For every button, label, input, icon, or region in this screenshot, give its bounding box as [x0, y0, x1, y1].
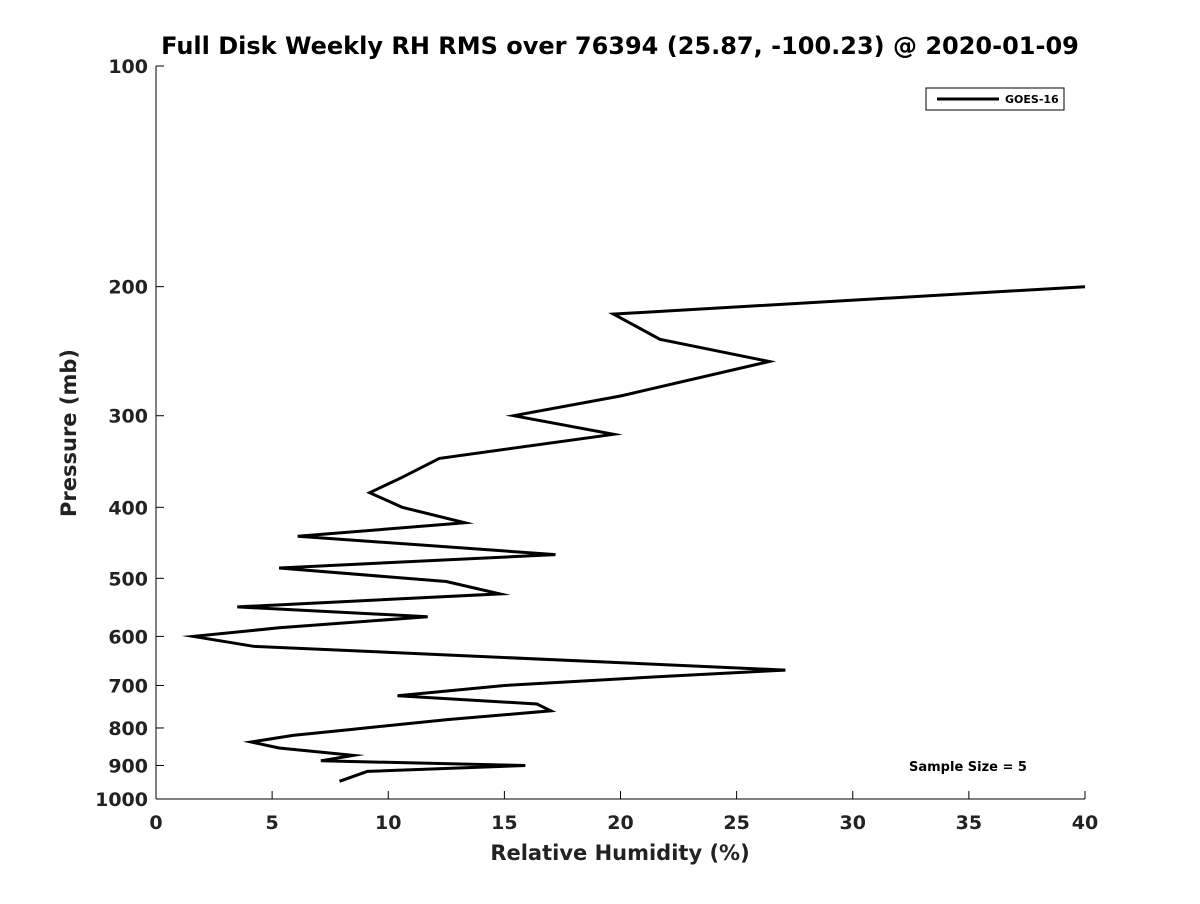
y-tick-label: 800: [108, 718, 148, 740]
x-tick-label: 25: [723, 812, 749, 834]
x-tick-label: 20: [607, 812, 633, 834]
legend: GOES-16: [925, 87, 1065, 111]
x-tick-label: 30: [840, 812, 866, 834]
x-tick-label: 0: [149, 812, 162, 834]
legend-label: GOES-16: [1005, 93, 1059, 106]
x-tick-label: 35: [956, 812, 982, 834]
y-axis-label: Pressure (mb): [57, 349, 81, 517]
y-ticks: 100 200 300 400 500 600 700 800 900 1000: [95, 56, 164, 811]
chart-title: Full Disk Weekly RH RMS over 76394 (25.8…: [161, 32, 1079, 60]
sample-size-annotation: Sample Size = 5: [909, 760, 1027, 775]
y-tick-label: 300: [108, 406, 148, 428]
y-tick-label: 500: [108, 568, 148, 590]
x-tick-label: 40: [1072, 812, 1098, 834]
x-ticks: 0 5 10 15 20 25 30 35 40: [149, 791, 1098, 834]
y-tick-label: 200: [108, 277, 148, 299]
y-tick-label: 600: [108, 626, 148, 648]
x-tick-label: 15: [491, 812, 517, 834]
y-tick-label: 700: [108, 675, 148, 697]
x-tick-label: 5: [266, 812, 279, 834]
series-line-goes-16: [181, 285, 1086, 783]
x-tick-label: 10: [375, 812, 401, 834]
y-tick-label: 400: [108, 497, 148, 519]
y-tick-label: 900: [108, 755, 148, 777]
x-axis-label: Relative Humidity (%): [490, 841, 749, 865]
y-tick-label: 1000: [95, 789, 148, 811]
y-tick-label: 100: [108, 56, 148, 78]
series-layer: [181, 285, 1086, 783]
